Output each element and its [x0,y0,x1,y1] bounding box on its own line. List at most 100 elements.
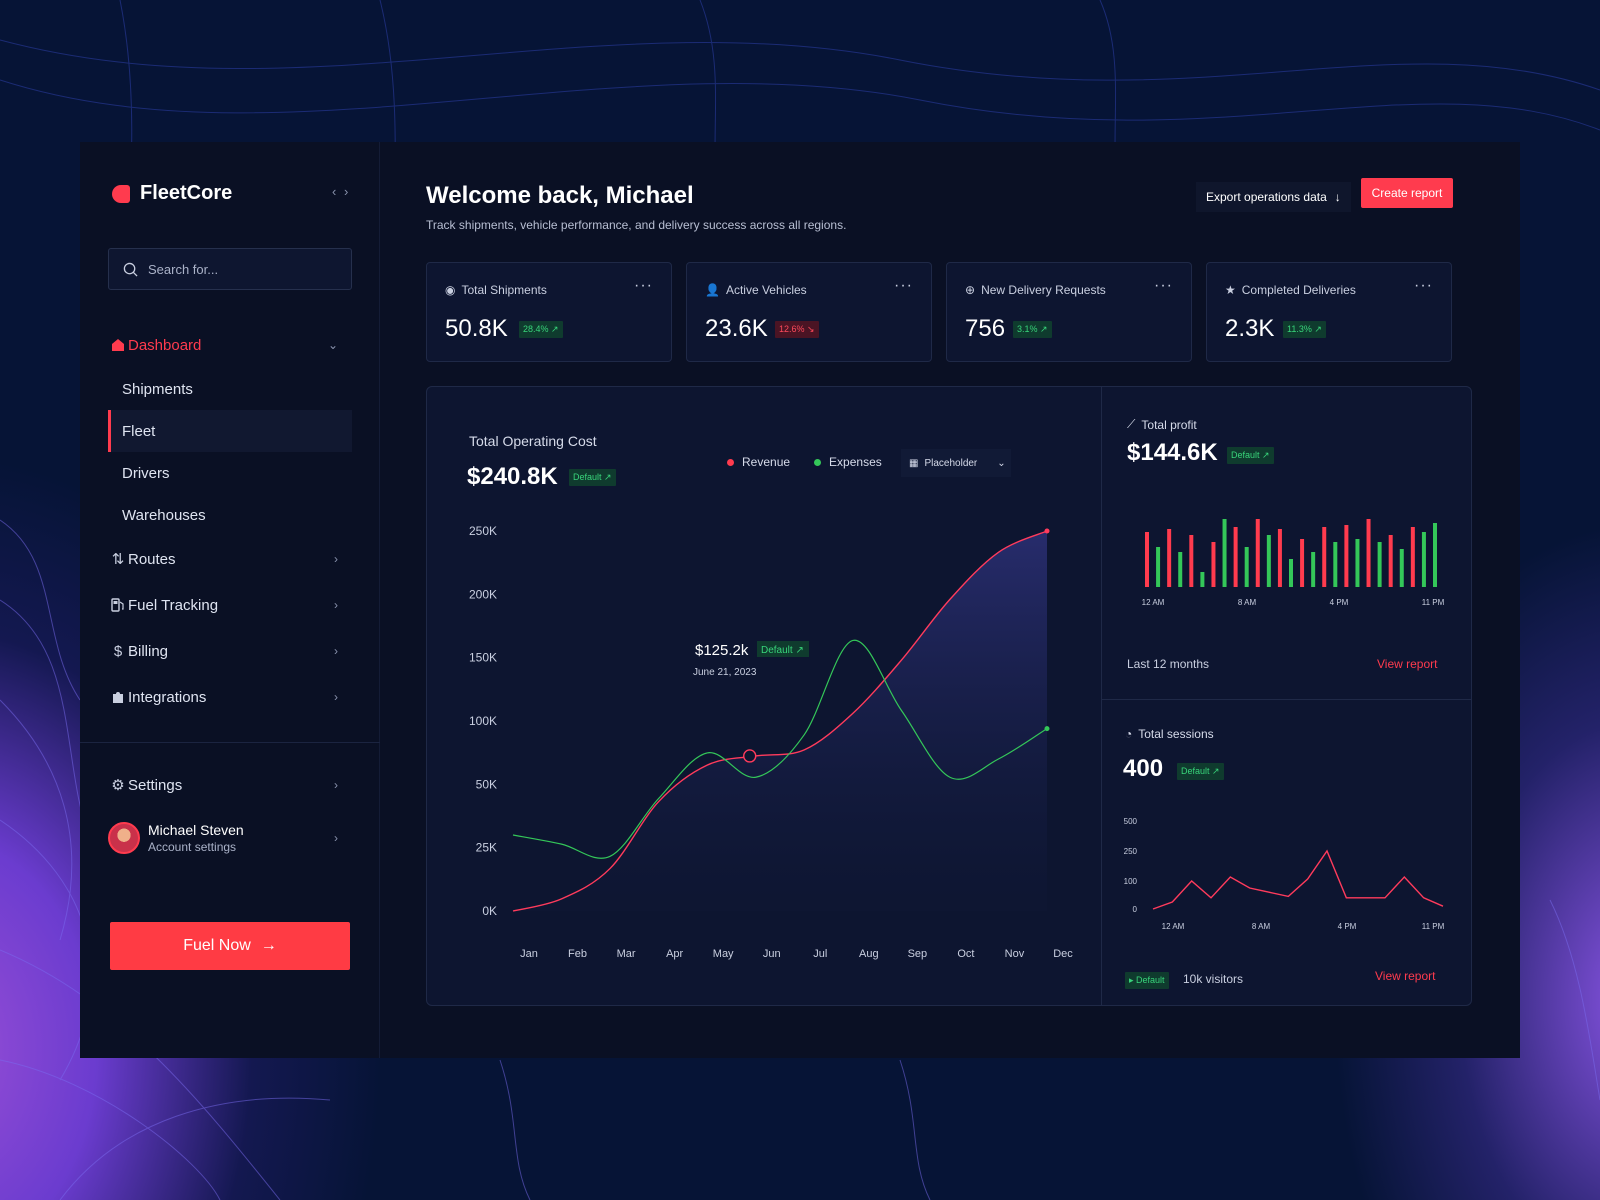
profit-bar [1255,519,1260,587]
star-icon: ★ [1225,283,1236,297]
profit-bar [1300,539,1305,587]
main-content: Welcome back, Michael Track shipments, v… [380,142,1520,1058]
kpi-value: 50.8K [445,315,508,342]
nav-sub-fleet[interactable]: Fleet [108,410,352,452]
brand-logo[interactable]: FleetCore [112,182,232,205]
x-tick-label: Oct [957,948,974,960]
nav-integrations[interactable]: Integrations › [108,674,352,720]
y-tick-label: 150K [469,651,497,665]
profit-bar [1189,535,1194,587]
bar-x-tick: 8 AM [1238,598,1257,607]
sessions-y-tick: 250 [1124,847,1138,856]
y-tick-label: 200K [469,587,497,601]
sessions-y-tick: 100 [1124,877,1138,886]
nav-settings[interactable]: ⚙ Settings › [108,762,352,808]
x-tick-label: Feb [568,948,587,960]
sidebar: FleetCore ‹ › Dashboard ⌄ Shipments Flee… [80,142,380,1058]
more-options-icon[interactable]: ··· [1414,277,1433,294]
more-options-icon[interactable]: ··· [1154,277,1173,294]
user-name: Michael Steven [148,822,244,838]
y-tick-label: 100K [469,714,497,728]
legend-revenue[interactable]: Revenue [727,455,790,469]
nav-sub-shipments[interactable]: Shipments [122,380,193,398]
sessions-header: ◔ Total sessions [1125,727,1214,741]
chevron-right-icon: › [334,598,338,612]
page-title: Welcome back, Michael [426,182,694,209]
settings-section: ⚙ Settings › [108,762,352,808]
profit-bar [1388,535,1393,587]
kpi-change: 12.6% [779,324,805,334]
kpi-change: 3.1% [1017,324,1038,334]
more-options-icon[interactable]: ··· [634,277,653,294]
profit-bar [1178,552,1183,587]
nav-settings-label: Settings [128,776,183,794]
sessions-view-report-link[interactable]: View report [1375,969,1436,983]
period-select[interactable]: ▦ Placeholder ⌄ [901,449,1011,477]
profit-bar [1211,542,1216,587]
sessions-x-tick: 4 PM [1338,922,1357,931]
nav-billing[interactable]: $ Billing › [108,628,352,674]
dollar-icon: $ [113,642,123,660]
gear-icon: ⚙ [111,777,125,794]
create-report-button[interactable]: Create report [1361,178,1453,208]
x-tick-label: Jan [520,948,538,960]
sessions-footer-badge: ▸ Default [1125,972,1169,989]
more-options-icon[interactable]: ··· [894,277,913,294]
account-settings-link: Account settings [148,840,237,854]
badge-text: Default [1136,975,1165,985]
kpi-label: Total Shipments [461,283,547,297]
badge-text: Default [1231,450,1260,460]
arrow-right-icon: → [260,937,277,954]
profit-title: Total profit [1141,417,1197,432]
panel-hdivider [1102,699,1471,700]
search-icon [123,262,138,277]
kpi-change-badge: 12.6% ↘ [775,321,819,338]
trend-chart-icon: ⟋ [1127,417,1136,431]
fuel-now-label: Fuel Now [183,937,251,954]
sessions-y-tick: 0 [1133,905,1138,914]
expenses-line [512,639,1048,859]
tooltip-badge: Default ↗ [761,645,804,656]
search-box[interactable] [108,248,352,290]
sessions-value: 400 [1123,755,1164,782]
fuel-now-button[interactable]: Fuel Now → [110,922,350,970]
chevron-right-icon: › [334,552,338,566]
legend-expenses[interactable]: Expenses [814,455,882,469]
nav-dashboard[interactable]: Dashboard ⌄ [108,322,352,368]
nav-routes[interactable]: ⇅ Routes › [108,536,352,582]
badge-text: Default [573,472,602,482]
profit-view-report-link[interactable]: View report [1377,657,1438,671]
nav-fuel-tracking[interactable]: Fuel Tracking › [108,582,352,628]
bar-x-tick: 12 AM [1142,598,1165,607]
profit-bar [1311,552,1316,587]
kpi-card-new-delivery-requests: ⊕ New Delivery Requests ··· 756 3.1% ↗ [946,262,1192,362]
download-icon: ↓ [1334,190,1341,204]
x-tick-label: Sep [908,948,928,960]
operating-cost-chart: 250K 200K 150K 100K 50K 25K 0K Jan Feb Mar Apr May J… [469,524,1073,960]
nav-sub-warehouses[interactable]: Warehouses [122,506,206,524]
x-tick-label: Jun [763,948,781,960]
chevron-down-icon: ⌄ [997,457,1006,469]
avatar [108,822,140,854]
revenue-end-point [1044,528,1050,534]
nav-sub-drivers[interactable]: Drivers [122,464,170,482]
main-nav: Dashboard ⌄ Shipments Fleet Drivers Ware… [108,322,352,720]
sessions-title: Total sessions [1138,727,1214,741]
period-select-label: Placeholder [924,457,978,469]
profit-bar [1167,529,1172,587]
app-window: FleetCore ‹ › Dashboard ⌄ Shipments Flee… [80,142,1520,1058]
chevron-right-icon: › [334,778,338,792]
profit-bar [1266,535,1271,587]
profit-bar [1377,542,1382,587]
profit-bar [1244,547,1249,587]
nav-routes-label: Routes [128,550,176,568]
puzzle-icon [108,690,128,704]
sessions-line-chart: 500 250 100 0 12 AM 8 AM 4 PM 11 PM [1124,817,1445,931]
collapse-sidebar-icon[interactable]: ‹ › [332,184,351,199]
user-account[interactable]: Michael Steven Account settings › [108,818,352,858]
export-button[interactable]: Export operations data ↓ [1196,182,1351,212]
x-tick-label: Dec [1053,948,1073,960]
y-tick-label: 250K [469,524,497,538]
home-icon [108,338,128,352]
search-input[interactable] [148,261,328,277]
